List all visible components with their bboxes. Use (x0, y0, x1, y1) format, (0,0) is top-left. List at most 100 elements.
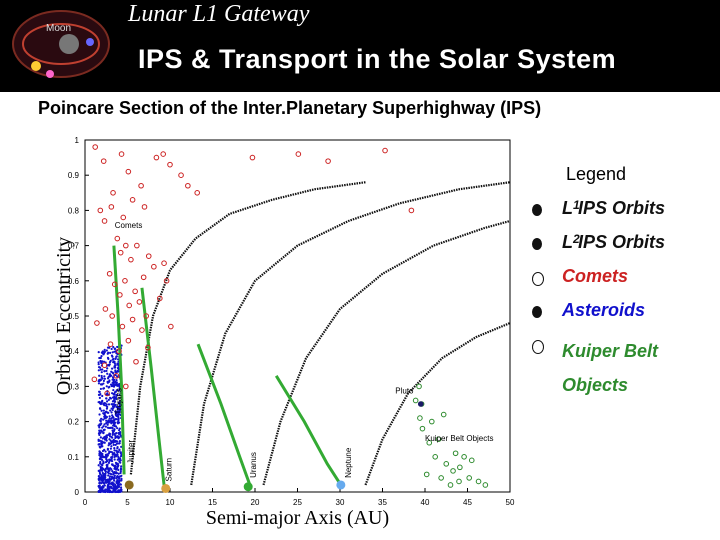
asteroid-point (102, 418, 105, 421)
asteroid-point (104, 467, 107, 470)
asteroid-point (120, 445, 123, 448)
asteroid-point (103, 350, 107, 354)
asteroid-point (111, 405, 115, 408)
asteroid-point (97, 438, 100, 441)
asteroid-point (101, 377, 104, 380)
asteroid-point (101, 426, 104, 429)
asteroid-point (107, 467, 110, 470)
asteroid-point (115, 449, 118, 452)
y-tick-label: 0 (75, 488, 80, 497)
comet-point (100, 158, 107, 164)
asteroid-point (102, 473, 105, 476)
comet-point (325, 158, 331, 164)
y-tick-label: 0.5 (68, 312, 80, 321)
asteroid-point (97, 464, 100, 467)
asteroid-point (106, 483, 109, 487)
asteroid-point (110, 468, 113, 471)
asteroid-point (117, 483, 120, 486)
asteroid-point (113, 347, 117, 350)
asteroid-point (113, 400, 116, 404)
asteroid-point (109, 478, 112, 481)
asteroid-point (99, 419, 102, 422)
asteroid-point (120, 465, 123, 468)
kuiper-point (416, 383, 422, 390)
comet-point (104, 390, 110, 397)
asteroid-point (114, 490, 117, 494)
asteroid-point (107, 403, 111, 406)
asteroid-point (115, 389, 118, 392)
y-tick-label: 0.7 (68, 242, 80, 251)
asteroid-point (105, 397, 108, 400)
asteroid-point (106, 346, 110, 349)
kuiper-point (468, 457, 475, 464)
comet-point (136, 299, 143, 305)
asteroid-point (118, 397, 121, 400)
asteroid-point (112, 345, 115, 349)
asteroid-point (105, 385, 108, 388)
asteroid-point (117, 489, 120, 492)
asteroid-point (111, 378, 114, 381)
asteroid-point (111, 464, 114, 467)
rotated-label: Uranus (249, 452, 258, 478)
asteroid-point (99, 356, 102, 360)
asteroid-point (112, 438, 115, 441)
annotation-label: Comets (115, 221, 143, 230)
asteroid-point (106, 447, 110, 450)
asteroid-point (109, 419, 112, 422)
y-tick-label: 0.2 (68, 418, 80, 427)
asteroid-point (103, 375, 106, 378)
comet-point (120, 214, 127, 221)
header-divider (0, 90, 720, 92)
asteroid-point (117, 442, 121, 445)
asteroid-point (111, 451, 114, 454)
asteroid-point (115, 436, 119, 439)
comet-point (133, 358, 139, 365)
asteroid-point (110, 392, 114, 395)
ips-curve (364, 322, 511, 486)
asteroid-point (115, 378, 118, 382)
asteroid-point (103, 377, 107, 380)
comet-point (128, 256, 134, 263)
asteroid-point (102, 479, 105, 482)
title-bar (124, 30, 720, 90)
asteroid-point (116, 440, 119, 443)
asteroid-point (114, 410, 117, 413)
asteroid-point (110, 411, 113, 414)
asteroid-point (116, 445, 119, 449)
asteroid-point (107, 444, 110, 447)
asteroid-point (115, 477, 118, 480)
asteroid-point (116, 406, 119, 409)
asteroid-point (106, 392, 109, 395)
planet-jupiter (124, 480, 134, 490)
asteroid-point (98, 374, 101, 377)
asteroid-point (119, 486, 123, 489)
asteroid-point (104, 469, 107, 472)
asteroid-point (111, 452, 115, 456)
planet-saturn (161, 483, 171, 493)
asteroid-point (111, 384, 114, 388)
legend-item-kuiper: Kuiper Belt Objects (518, 334, 716, 395)
asteroid-point (102, 409, 105, 412)
asteroid-point (100, 409, 103, 412)
asteroid-point (117, 401, 121, 404)
asteroid-point (116, 345, 119, 349)
comet-point (151, 263, 157, 270)
asteroid-point (107, 398, 110, 401)
asteroid-point (99, 359, 102, 363)
asteroid-point (113, 395, 116, 398)
comet-point (140, 274, 147, 281)
asteroid-point (105, 369, 108, 373)
chart-title: Poincare Section of the Inter.Planetary … (38, 98, 542, 118)
comet-point (161, 260, 167, 267)
asteroid-point (98, 429, 101, 432)
kuiper-point (429, 418, 435, 425)
comet-point (145, 253, 152, 259)
asteroid-point (102, 387, 105, 390)
kuiper-point (419, 425, 426, 432)
resonance-track (196, 343, 252, 486)
ips-curve (262, 219, 511, 486)
kuiper-point (450, 468, 456, 474)
asteroid-point (119, 455, 123, 458)
x-tick-label: 5 (125, 498, 130, 507)
kuiper-point (452, 450, 459, 457)
